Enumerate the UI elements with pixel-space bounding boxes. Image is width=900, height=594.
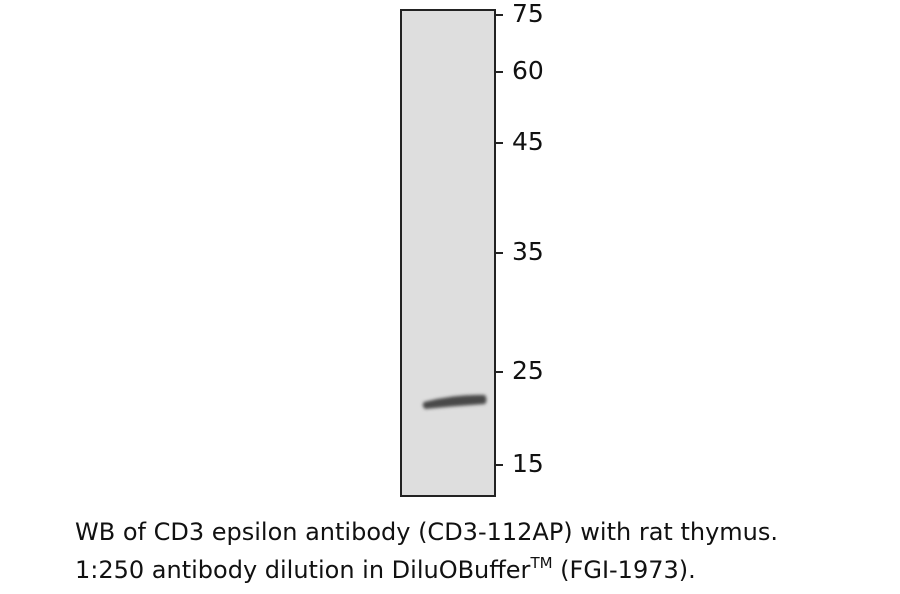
marker-label: 15 <box>512 449 544 478</box>
marker-label: 45 <box>512 127 544 156</box>
caption-line-2: 1:250 antibody dilution in DiluOBufferTM… <box>75 554 696 584</box>
blot-lane <box>400 9 496 497</box>
marker-label: 25 <box>512 356 544 385</box>
trademark: TM <box>529 554 552 572</box>
caption-text: (FGI-1973). <box>553 556 696 584</box>
marker-label: 75 <box>512 0 544 28</box>
marker-ladder: 75 60 45 35 25 15 <box>495 0 544 478</box>
marker-label: 60 <box>512 56 544 85</box>
caption-line-1: WB of CD3 epsilon antibody (CD3-112AP) w… <box>75 518 778 546</box>
caption-text: 1:250 antibody dilution in DiluOBuffer <box>75 556 531 584</box>
marker-label: 35 <box>512 237 544 266</box>
protein-band <box>422 394 487 409</box>
